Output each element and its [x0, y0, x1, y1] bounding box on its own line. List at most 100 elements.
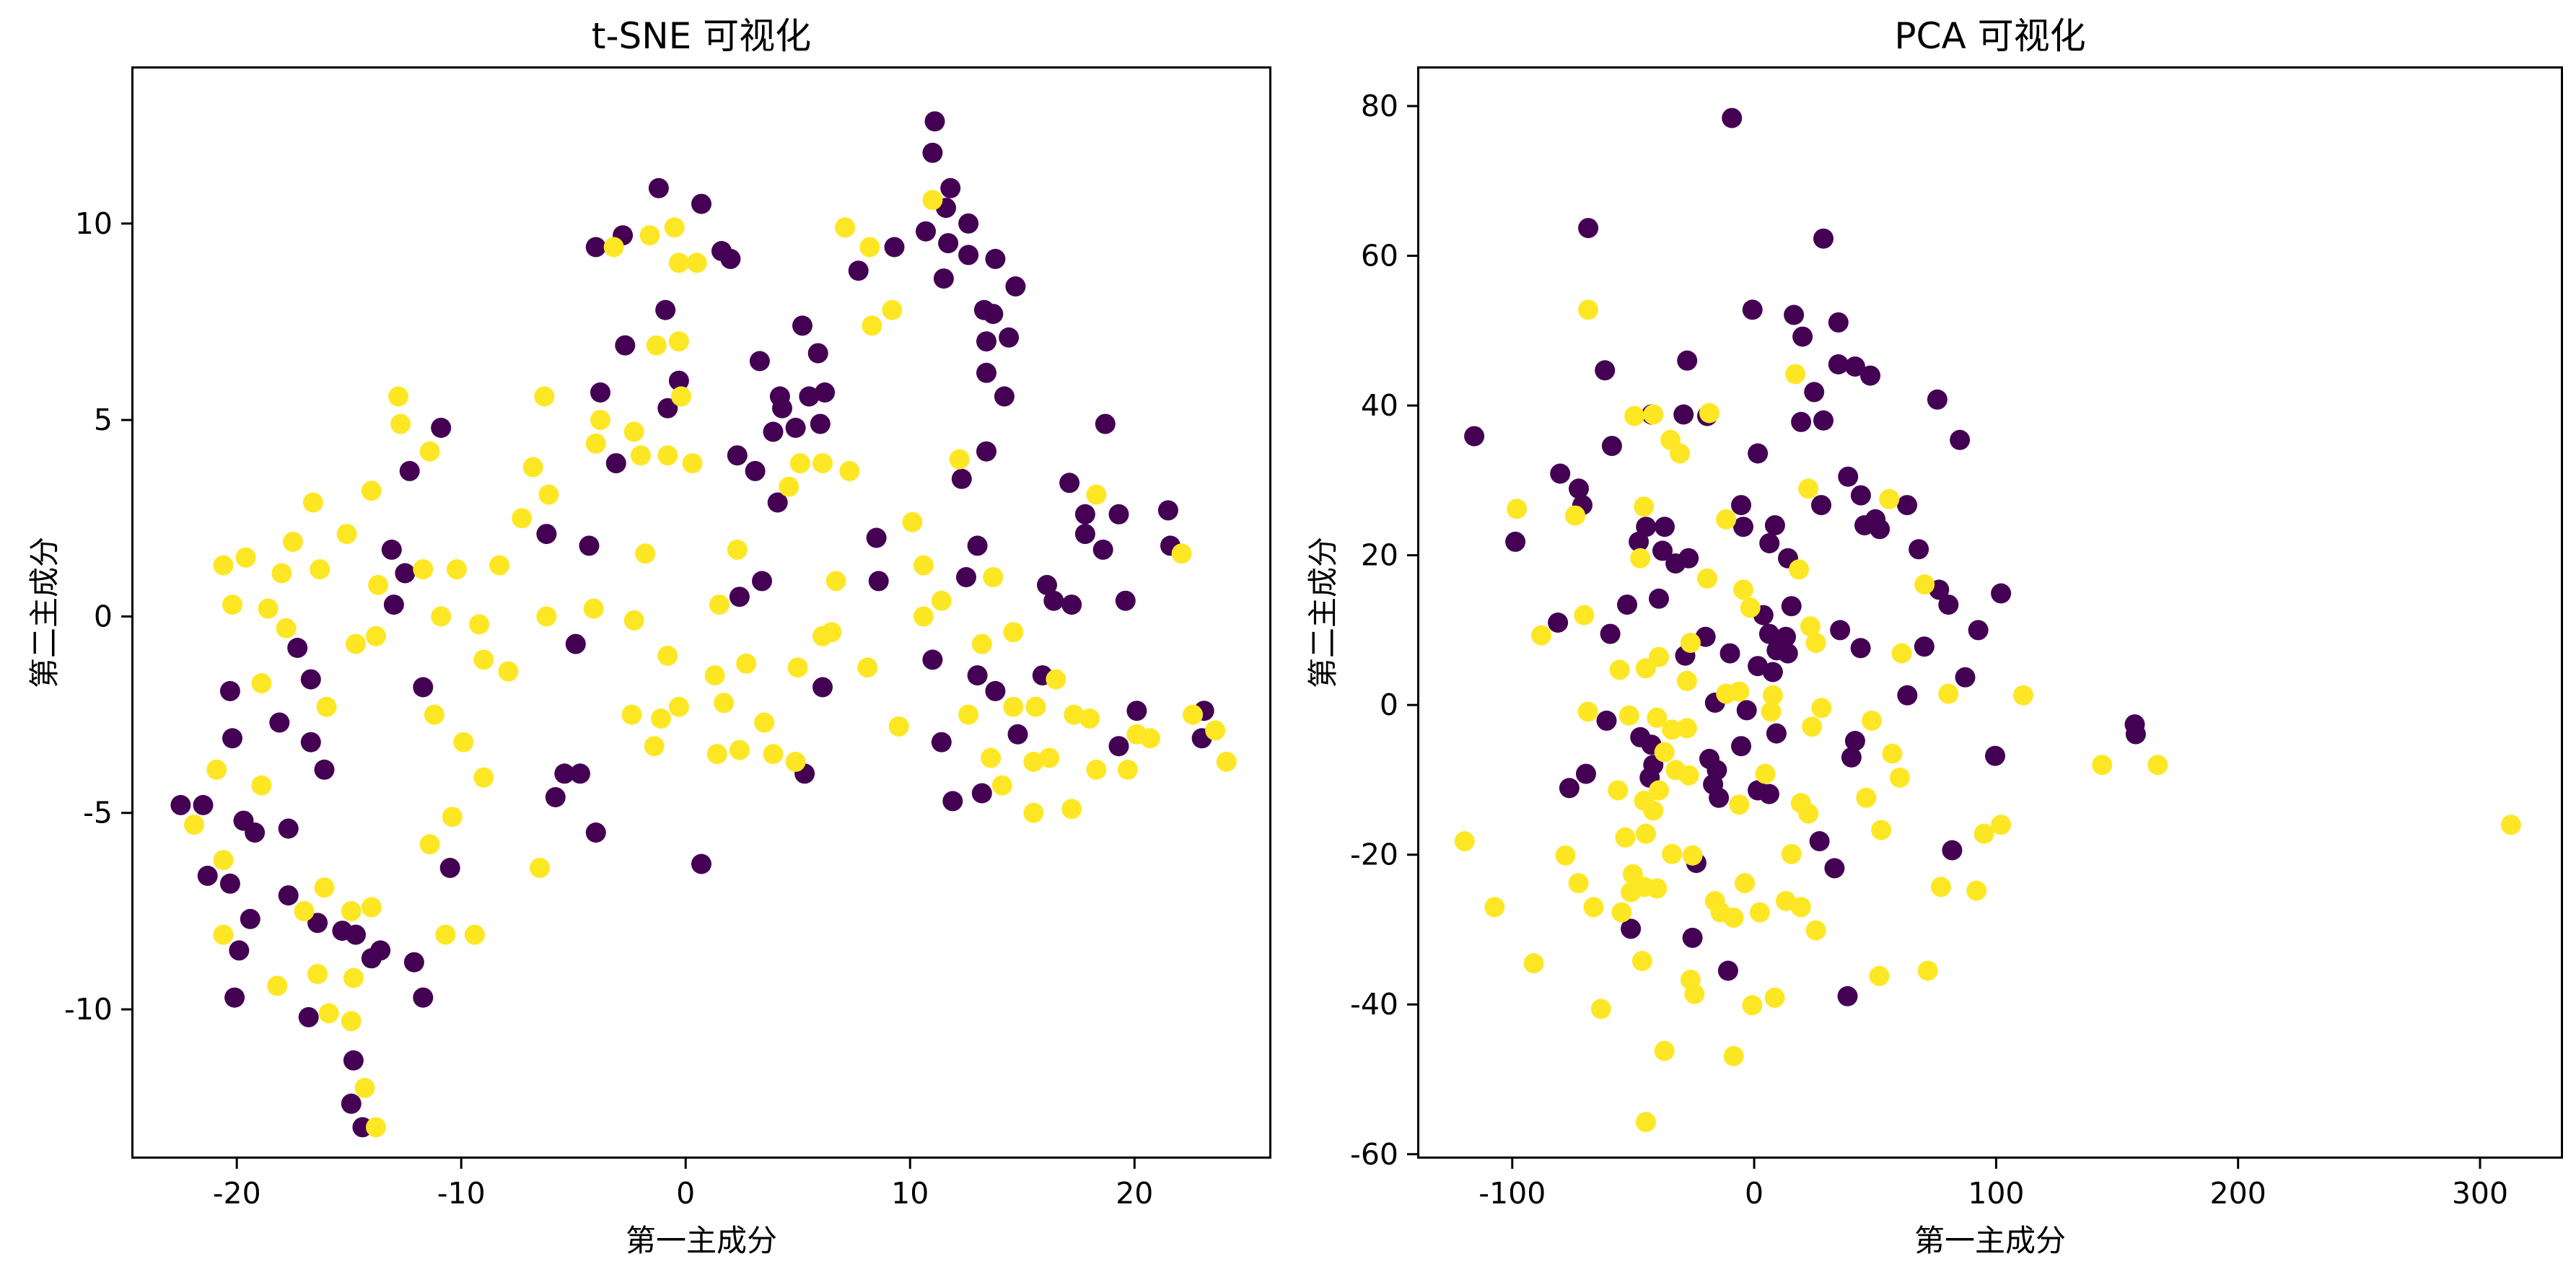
scatter-point-purple — [1955, 667, 1976, 688]
pca-plot-canvas: -100 0 100 200 300 -60 -40 -20 0 20 40 60 80 — [1350, 66, 2563, 1211]
scatter-point-purple — [1938, 594, 1959, 615]
scatter-point-purple — [413, 677, 434, 698]
scatter-point-yellow — [1761, 701, 1782, 722]
scatter-point-yellow — [361, 480, 382, 501]
scatter-point-purple — [668, 370, 689, 391]
scatter-point-yellow — [913, 555, 934, 576]
scatter-point-yellow — [206, 759, 227, 780]
scatter-point-purple — [792, 315, 812, 336]
scatter-point-yellow — [1025, 696, 1046, 717]
scatter-point-yellow — [1654, 1040, 1675, 1061]
scatter-point-purple — [1824, 858, 1845, 879]
scatter-point-purple — [245, 822, 266, 843]
scatter-point-yellow — [388, 386, 409, 407]
scatter-point-yellow — [1966, 880, 1987, 901]
scatter-point-yellow — [1023, 751, 1044, 772]
scatter-point-yellow — [1635, 823, 1656, 844]
scatter-point-purple — [240, 908, 260, 929]
scatter-point-purple — [1811, 495, 1831, 516]
scatter-point-purple — [648, 177, 669, 198]
y-tick-label: 0 — [1380, 688, 1398, 722]
scatter-point-purple — [1464, 426, 1485, 447]
scatter-point-yellow — [1039, 747, 1060, 768]
scatter-point-purple — [1600, 623, 1621, 644]
scatter-point-yellow — [1647, 878, 1668, 899]
scatter-point-purple — [1759, 533, 1780, 553]
scatter-point-yellow — [447, 559, 467, 580]
scatter-point-purple — [1828, 312, 1849, 333]
scatter-point-yellow — [1631, 951, 1652, 971]
scatter-point-purple — [868, 571, 889, 592]
scatter-point-purple — [1766, 723, 1787, 744]
scatter-point-purple — [307, 913, 328, 934]
scatter-point-yellow — [1917, 960, 1938, 981]
scatter-point-purple — [341, 1093, 362, 1114]
scatter-point-purple — [767, 492, 788, 513]
scatter-point-purple — [1621, 918, 1642, 939]
scatter-point-purple — [1748, 443, 1769, 464]
scatter-point-purple — [976, 441, 996, 462]
y-tick-label: 5 — [94, 403, 113, 437]
scatter-point-yellow — [812, 453, 833, 474]
scatter-point-yellow — [307, 964, 328, 984]
scatter-point-yellow — [464, 924, 485, 945]
scatter-point-yellow — [1523, 953, 1544, 974]
scatter-point-yellow — [639, 225, 660, 246]
scatter-point-purple — [848, 260, 869, 281]
scatter-point-yellow — [1930, 877, 1951, 898]
scatter-point-yellow — [862, 315, 882, 336]
scatter-point-yellow — [318, 1003, 339, 1024]
scatter-point-purple — [361, 948, 382, 969]
scatter-point-yellow — [1764, 987, 1785, 1008]
scatter-point-yellow — [664, 217, 685, 238]
tsne-x-axis-label: 第一主成分 — [625, 1223, 777, 1258]
scatter-point-purple — [745, 460, 766, 481]
scatter-point-purple — [884, 237, 905, 258]
y-tick-label: -10 — [64, 992, 113, 1027]
scatter-point-yellow — [1618, 705, 1639, 726]
scatter-point-yellow — [1811, 698, 1832, 719]
scatter-point-purple — [554, 763, 575, 784]
scatter-point-purple — [727, 445, 748, 466]
scatter-point-yellow — [2092, 755, 2113, 776]
scatter-point-yellow — [789, 453, 810, 474]
scatter-point-purple — [2125, 724, 2146, 745]
x-tick-label: 100 — [1968, 1176, 2024, 1211]
scatter-point-yellow — [1590, 999, 1611, 1019]
scatter-point-yellow — [512, 508, 533, 529]
scatter-point-yellow — [258, 598, 279, 619]
scatter-point-yellow — [1484, 897, 1505, 918]
scatter-point-yellow — [1003, 622, 1024, 643]
scatter-point-yellow — [1798, 478, 1819, 499]
scatter-point-purple — [976, 362, 996, 383]
scatter-point-purple — [938, 233, 959, 254]
scatter-point-yellow — [1649, 646, 1669, 667]
x-tick-label: 0 — [1745, 1176, 1764, 1211]
pca-y-axis-label: 第二主成分 — [1305, 537, 1341, 689]
scatter-point-yellow — [1680, 633, 1701, 653]
scatter-point-yellow — [1697, 568, 1717, 589]
scatter-point-purple — [924, 111, 945, 132]
y-tick-label: 10 — [75, 206, 113, 241]
scatter-point-yellow — [991, 775, 1012, 796]
scatter-point-yellow — [902, 512, 923, 532]
scatter-point-yellow — [302, 492, 323, 513]
scatter-point-yellow — [704, 665, 725, 686]
scatter-point-yellow — [709, 594, 730, 615]
scatter-point-yellow — [419, 441, 440, 462]
scatter-point-yellow — [644, 736, 665, 757]
scatter-point-purple — [590, 382, 610, 403]
scatter-point-yellow — [282, 532, 303, 552]
scatter-point-yellow — [368, 574, 389, 595]
scatter-point-purple — [785, 418, 806, 438]
scatter-point-yellow — [983, 567, 1004, 587]
scatter-point-yellow — [1061, 799, 1082, 820]
y-tick-label: -5 — [83, 796, 113, 830]
scatter-point-purple — [1813, 410, 1834, 431]
scatter-point-purple — [931, 732, 952, 752]
scatter-point-purple — [605, 453, 626, 474]
scatter-point-yellow — [1046, 669, 1066, 690]
scatter-point-purple — [224, 987, 245, 1008]
scatter-point-purple — [985, 680, 1006, 701]
scatter-point-purple — [1037, 574, 1057, 595]
